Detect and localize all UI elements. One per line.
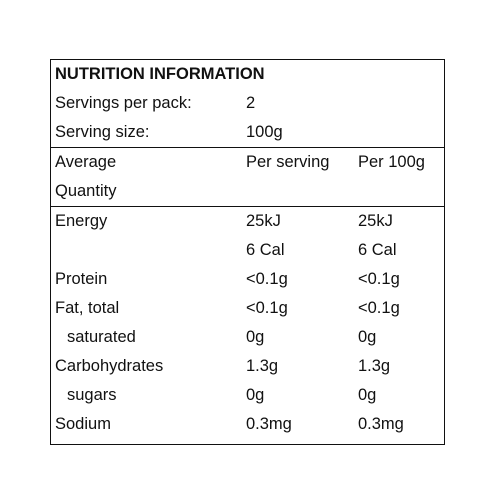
servings-per-pack-value: 2 xyxy=(246,94,256,112)
servings-per-pack-row: Servings per pack: 2 xyxy=(51,89,444,118)
column-header-row: Average Per serving Per 100g xyxy=(51,148,444,177)
header-divider-bottom xyxy=(51,206,444,207)
per-100g-value: <0.1g xyxy=(358,270,400,288)
nutrient-row-energy-cal: 6 Cal 6 Cal xyxy=(51,236,444,265)
panel-title: NUTRITION INFORMATION xyxy=(55,65,265,83)
header-divider-top xyxy=(51,147,444,148)
nutrition-panel: NUTRITION INFORMATION Servings per pack:… xyxy=(50,59,445,445)
per-serving-value: 25kJ xyxy=(246,212,281,230)
nutrient-row-sugars: sugars 0g 0g xyxy=(51,381,444,410)
per-100g-value: <0.1g xyxy=(358,299,400,317)
nutrient-row-saturated: saturated 0g 0g xyxy=(51,323,444,352)
nutrient-row-energy-kj: Energy 25kJ 25kJ xyxy=(51,207,444,236)
nutrient-row-sodium: Sodium 0.3mg 0.3mg xyxy=(51,410,444,439)
per-serving-value: 0.3mg xyxy=(246,415,292,433)
per-100g-value: 0g xyxy=(358,386,377,404)
per-serving-value: 6 Cal xyxy=(246,241,285,259)
nutrient-label: sugars xyxy=(67,386,117,404)
nutrient-label: Energy xyxy=(55,212,108,230)
quantity-header-line2: Quantity xyxy=(55,182,117,200)
nutrient-label: Fat, total xyxy=(55,299,120,317)
per-serving-value: 0g xyxy=(246,386,265,404)
per-serving-value: <0.1g xyxy=(246,270,288,288)
nutrient-row-fat-total: Fat, total <0.1g <0.1g xyxy=(51,294,444,323)
per-serving-value: 1.3g xyxy=(246,357,279,375)
serving-size-label: Serving size: xyxy=(55,123,150,141)
per-100g-value: 6 Cal xyxy=(358,241,397,259)
per-serving-value: <0.1g xyxy=(246,299,288,317)
per-100g-header: Per 100g xyxy=(358,153,425,171)
column-header-row-2: Quantity xyxy=(51,177,444,206)
nutrient-row-carbohydrates: Carbohydrates 1.3g 1.3g xyxy=(51,352,444,381)
serving-size-row: Serving size: 100g xyxy=(51,118,444,147)
per-100g-value: 0.3mg xyxy=(358,415,404,433)
serving-size-value: 100g xyxy=(246,123,283,141)
per-100g-value: 0g xyxy=(358,328,377,346)
nutrient-row-protein: Protein <0.1g <0.1g xyxy=(51,265,444,294)
quantity-header-line1: Average xyxy=(55,153,117,171)
per-100g-value: 1.3g xyxy=(358,357,391,375)
nutrient-label: Protein xyxy=(55,270,108,288)
nutrient-label: saturated xyxy=(67,328,136,346)
nutrient-label: Sodium xyxy=(55,415,111,433)
per-100g-value: 25kJ xyxy=(358,212,393,230)
per-serving-value: 0g xyxy=(246,328,265,346)
servings-per-pack-label: Servings per pack: xyxy=(55,94,192,112)
per-serving-header: Per serving xyxy=(246,153,330,171)
nutrient-label: Carbohydrates xyxy=(55,357,164,375)
